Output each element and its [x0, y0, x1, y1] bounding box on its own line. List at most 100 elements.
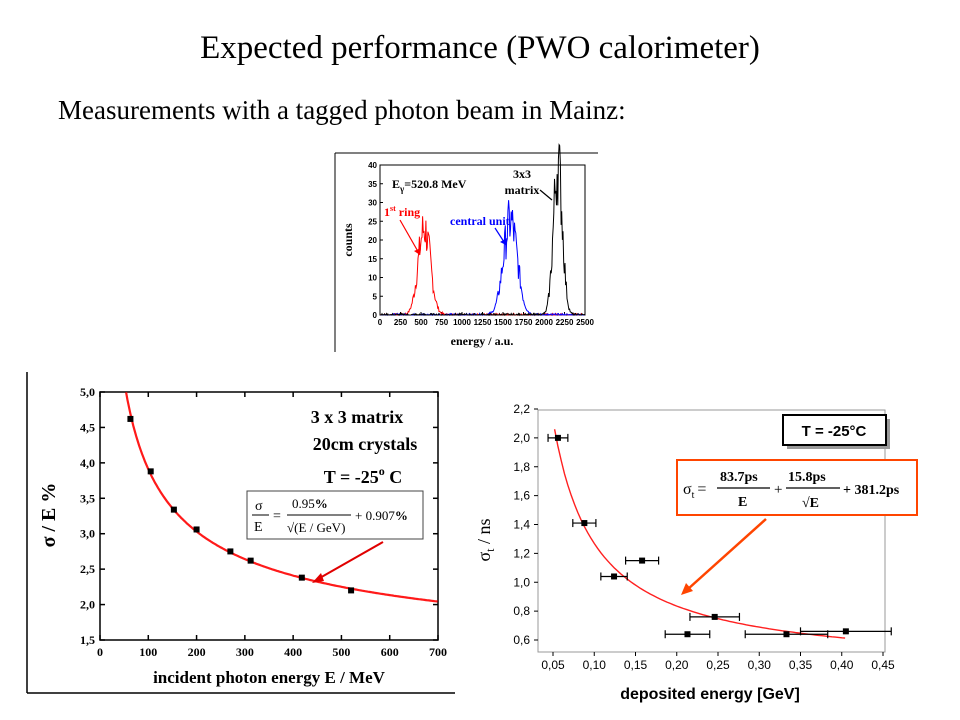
data-point	[711, 613, 718, 620]
slide-title: Expected performance (PWO calorimeter)	[200, 30, 760, 66]
x-tick-label: 200	[188, 645, 206, 659]
annotation-temperature: T = -25o C	[324, 464, 402, 487]
y-tick-label: 40	[368, 161, 377, 170]
first-ring-arrow	[399, 219, 421, 256]
y-tick-label: 10	[368, 274, 377, 283]
slide-subtitle: Measurements with a tagged photon beam i…	[58, 95, 626, 125]
x-tick-label: 0	[378, 318, 383, 327]
x-tick-label: 0,05	[541, 658, 565, 672]
x-tick-label: 2500	[576, 318, 594, 327]
x-tick-label: 2250	[556, 318, 574, 327]
x-tick-label: 0,25	[706, 658, 730, 672]
svg-text:83.7ps: 83.7ps	[720, 470, 758, 485]
central-unit-arrowhead	[500, 238, 507, 245]
x-tick-label: 600	[381, 645, 399, 659]
y-tick-label: 0	[373, 311, 378, 320]
svg-text:=: =	[273, 509, 281, 524]
x-tick-label: 1000	[453, 318, 471, 327]
y-tick-label: 5,0	[80, 385, 95, 399]
data-point	[554, 434, 561, 441]
svg-text:0.95%: 0.95%	[292, 496, 328, 511]
x-tick-label: 0,20	[665, 658, 689, 672]
x-tick-label: 0	[97, 645, 103, 659]
y-tick-label: 25	[368, 217, 377, 226]
plot-area	[99, 391, 439, 641]
x-tick-label: 1500	[494, 318, 512, 327]
annotation-matrix: 3 x 3 matrix	[311, 407, 403, 427]
central-unit-label: central unit	[450, 214, 510, 228]
y-tick-label: 0,8	[513, 604, 530, 618]
plot-area	[537, 409, 886, 653]
first-ring-label: 1st ring	[384, 204, 420, 219]
x-tick-label: 500	[332, 645, 350, 659]
data-point	[684, 631, 691, 638]
svg-text:+ 0.907%: + 0.907%	[355, 508, 408, 523]
x-tick-label: 500	[414, 318, 428, 327]
time-resolution-y-label: σt / ns	[474, 518, 497, 561]
formula-arrow	[317, 541, 384, 580]
matrix-arrow	[539, 189, 553, 201]
y-tick-label: 1,2	[513, 546, 530, 560]
temperature-label: T = -25°C	[802, 423, 867, 440]
time-resolution-chart: 0,05 0,10 0,15 0,20 0,25 0,30 0,35 0,40 0,45 0,6 0…	[474, 402, 918, 703]
x-tick-label: 0,10	[583, 658, 607, 672]
y-tick-label: 2,0	[513, 431, 530, 445]
x-tick-label: 2000	[535, 318, 553, 327]
x-tick-label: 0,15	[624, 658, 648, 672]
svg-text:√(E / GeV): √(E / GeV)	[287, 520, 345, 535]
matrix-label-line2: matrix	[505, 183, 540, 197]
formula-arrowhead	[312, 573, 324, 583]
svg-text:√E: √E	[802, 496, 819, 511]
data-point	[147, 468, 154, 475]
y-tick-label: 35	[368, 180, 377, 189]
data-point	[298, 574, 305, 581]
x-tick-label: 250	[394, 318, 408, 327]
svg-text:15.8ps: 15.8ps	[788, 470, 826, 485]
formula-arrowhead	[681, 583, 693, 595]
y-tick-label: 15	[368, 255, 377, 264]
y-tick-label: 1,4	[513, 518, 530, 532]
x-tick-label: 700	[429, 645, 447, 659]
y-tick-label: 1,5	[80, 633, 95, 647]
x-tick-label: 0,35	[789, 658, 813, 672]
data-point	[842, 628, 849, 635]
x-tick-label: 100	[139, 645, 157, 659]
series-3x3-matrix	[379, 143, 586, 317]
y-tick-label: 2,0	[80, 598, 95, 612]
data-point	[348, 587, 355, 594]
energy-resolution-y-label: σ / E %	[38, 483, 60, 548]
data-point	[227, 548, 234, 555]
svg-text:+ 381.2ps: + 381.2ps	[843, 483, 900, 498]
y-tick-label: 20	[368, 236, 377, 245]
data-point	[170, 506, 177, 513]
y-tick-label: 4,0	[80, 456, 95, 470]
svg-text:E: E	[738, 495, 747, 510]
svg-text:σt=: σt =	[683, 481, 706, 501]
svg-text:σ: σ	[255, 499, 263, 514]
data-point	[127, 415, 134, 422]
data-point	[783, 631, 790, 638]
temperature-box: T = -25°C	[782, 414, 890, 449]
energy-label: Eγ=520.8 MeV	[392, 177, 467, 194]
y-tick-label: 1,6	[513, 489, 530, 503]
y-tick-label: 5	[373, 292, 378, 301]
spectrum-chart: 0 250 500 750 1000 1250 1500 1750 2000 2250 2500 0 5…	[334, 143, 598, 352]
x-tick-label: 1750	[515, 318, 533, 327]
y-tick-label: 0,6	[513, 633, 530, 647]
y-tick-label: 2,2	[513, 402, 530, 416]
data-point	[193, 526, 200, 533]
spectrum-x-label: energy / a.u.	[451, 334, 514, 348]
resolution-formula: σ E = 0.95% √(E / GeV) + 0.907%	[246, 490, 424, 540]
y-tick-label: 3,5	[80, 491, 95, 505]
x-tick-label: 0,30	[748, 658, 772, 672]
data-point	[639, 557, 646, 564]
fit-curve	[125, 392, 438, 603]
series-1st-ring	[379, 216, 585, 317]
data-point	[247, 557, 254, 564]
x-tick-label: 300	[236, 645, 254, 659]
matrix-label-line1: 3x3	[513, 167, 531, 181]
x-tick-label: 1250	[474, 318, 492, 327]
y-tick-label: 1,8	[513, 460, 530, 474]
svg-text:+: +	[774, 482, 782, 498]
first-ring-arrowhead	[414, 248, 421, 255]
